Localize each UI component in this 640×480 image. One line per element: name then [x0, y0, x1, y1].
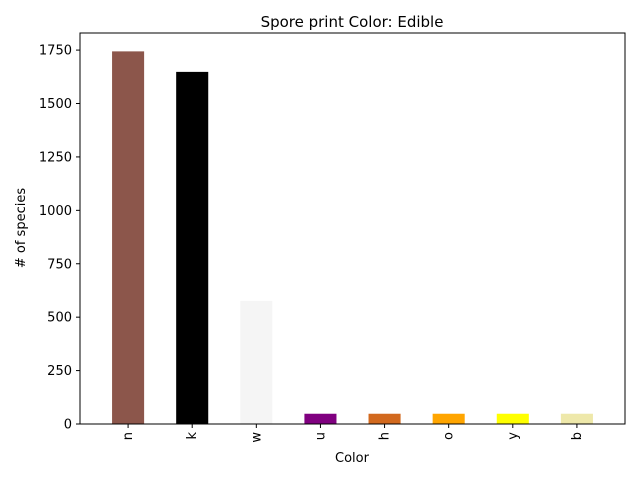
y-tick-label-1500: 1500 — [39, 97, 72, 112]
y-axis-label: # of species — [14, 188, 29, 268]
bar-n — [112, 51, 145, 424]
x-tick-label-w: w — [249, 432, 264, 443]
x-axis-label: Color — [335, 451, 370, 466]
bar-b — [560, 413, 593, 424]
y-axis: 0 250 500 750 1000 1250 1500 1750 — [39, 44, 80, 433]
x-tick-label-n: n — [121, 432, 136, 440]
y-tick-label-750: 750 — [47, 257, 72, 272]
chart-title: Spore print Color: Edible — [261, 13, 444, 31]
bar-u — [304, 413, 337, 424]
y-tick-label-1750: 1750 — [39, 44, 72, 59]
bar-k — [176, 71, 209, 424]
y-tick-label-1000: 1000 — [39, 204, 72, 219]
x-tick-label-u: u — [313, 432, 328, 440]
y-tick-label-1250: 1250 — [39, 150, 72, 165]
bar-w — [240, 300, 273, 424]
y-tick-label-250: 250 — [47, 364, 72, 379]
plot-frame — [79, 32, 626, 425]
x-tick-label-o: o — [442, 432, 457, 440]
x-tick-label-k: k — [185, 432, 200, 440]
y-tick-label-0: 0 — [64, 418, 72, 433]
bar-y — [496, 413, 529, 424]
x-tick-label-y: y — [506, 432, 521, 440]
x-tick-label-b: b — [570, 432, 585, 440]
bar-h — [368, 413, 401, 424]
bars-group — [112, 51, 593, 424]
x-tick-label-h: h — [378, 432, 393, 440]
y-tick-label-500: 500 — [47, 311, 72, 326]
bar-o — [432, 413, 465, 424]
